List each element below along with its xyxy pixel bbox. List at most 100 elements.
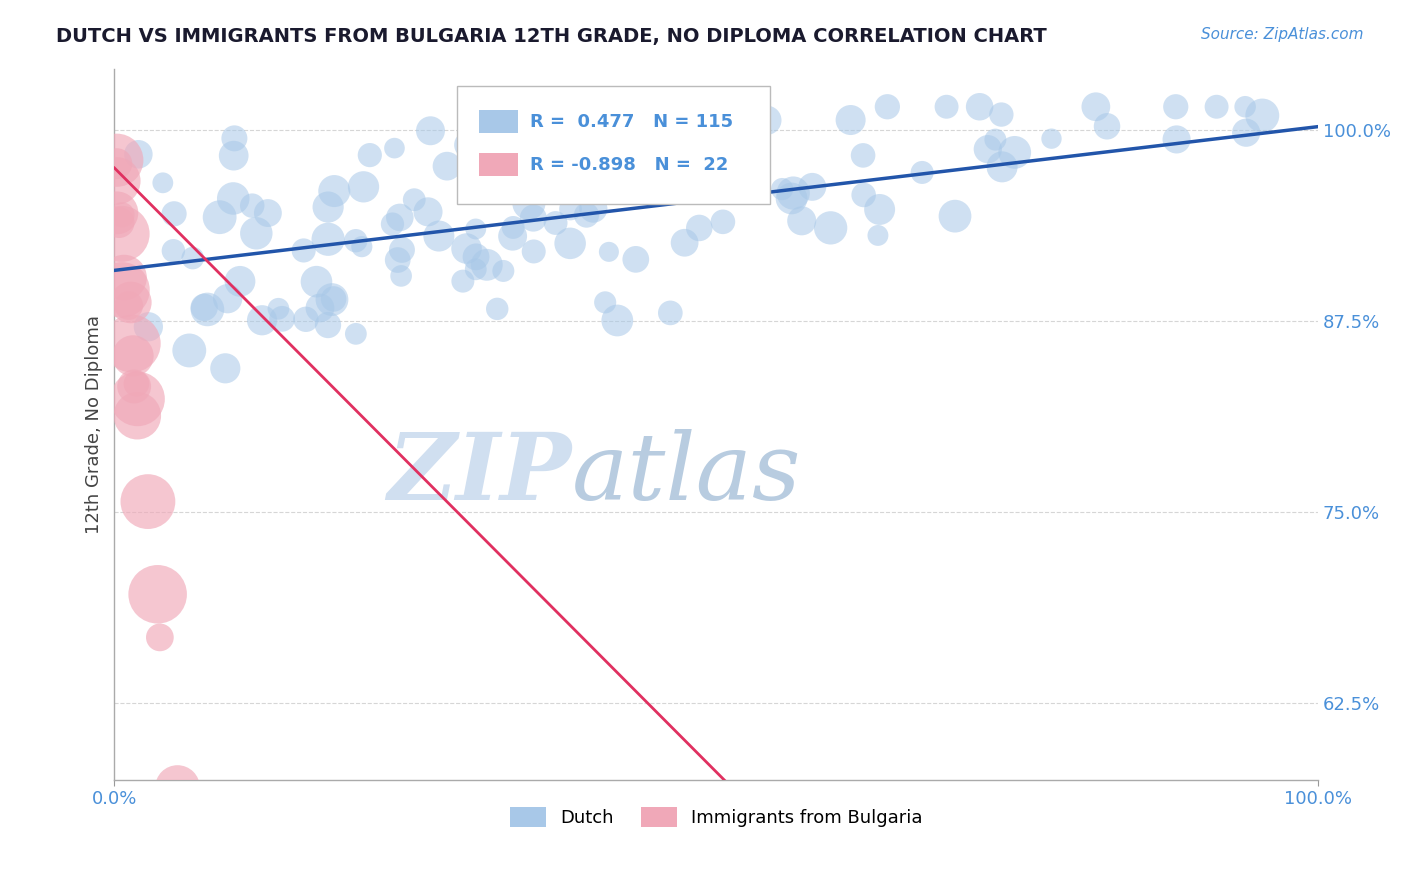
- Point: [149, 631, 172, 645]
- Point: [990, 107, 1012, 121]
- Point: [659, 306, 682, 320]
- Point: [387, 253, 409, 268]
- Point: [136, 494, 159, 508]
- Point: [969, 100, 991, 114]
- Point: [122, 349, 145, 363]
- Text: R =  0.477   N = 115: R = 0.477 N = 115: [530, 113, 733, 131]
- Y-axis label: 12th Grade, No Diploma: 12th Grade, No Diploma: [86, 315, 103, 533]
- Point: [295, 312, 318, 326]
- Point: [457, 137, 479, 152]
- Text: Source: ZipAtlas.com: Source: ZipAtlas.com: [1201, 27, 1364, 42]
- Point: [502, 220, 524, 235]
- Legend: Dutch, Immigrants from Bulgaria: Dutch, Immigrants from Bulgaria: [502, 799, 931, 835]
- Point: [560, 236, 582, 251]
- Point: [790, 214, 813, 228]
- Point: [943, 209, 966, 223]
- Point: [523, 244, 546, 259]
- Point: [217, 292, 239, 306]
- Point: [121, 336, 143, 351]
- Point: [666, 168, 689, 182]
- FancyBboxPatch shape: [479, 111, 517, 133]
- Point: [544, 216, 567, 230]
- Point: [267, 301, 290, 316]
- Point: [389, 268, 412, 283]
- Point: [163, 207, 186, 221]
- FancyBboxPatch shape: [479, 153, 517, 176]
- Point: [229, 274, 252, 288]
- Point: [1084, 100, 1107, 114]
- Point: [105, 153, 128, 168]
- Point: [977, 142, 1000, 156]
- Point: [316, 232, 339, 246]
- Point: [560, 202, 582, 216]
- Point: [250, 313, 273, 327]
- Point: [498, 177, 520, 191]
- Text: ZIP: ZIP: [388, 429, 572, 519]
- Point: [852, 188, 875, 202]
- Point: [222, 149, 245, 163]
- Point: [105, 174, 128, 188]
- Point: [575, 208, 598, 222]
- Point: [419, 124, 441, 138]
- Point: [1040, 131, 1063, 145]
- Point: [780, 191, 803, 205]
- Point: [197, 302, 219, 317]
- Point: [1004, 145, 1026, 160]
- Point: [1205, 100, 1227, 114]
- Point: [711, 811, 734, 825]
- Point: [991, 160, 1014, 174]
- Point: [475, 258, 498, 272]
- Point: [464, 222, 486, 236]
- Point: [257, 206, 280, 220]
- Point: [214, 361, 236, 376]
- Point: [118, 299, 141, 313]
- Point: [146, 587, 169, 601]
- Point: [316, 318, 339, 332]
- Point: [517, 196, 540, 211]
- Point: [1234, 126, 1257, 140]
- Point: [866, 228, 889, 243]
- Point: [770, 182, 793, 196]
- Point: [456, 242, 478, 256]
- Point: [305, 275, 328, 289]
- Point: [208, 210, 231, 224]
- Point: [322, 292, 344, 306]
- Point: [105, 206, 128, 220]
- Point: [598, 244, 620, 259]
- Point: [391, 243, 413, 257]
- Point: [127, 409, 149, 423]
- Point: [427, 229, 450, 244]
- Point: [152, 176, 174, 190]
- Point: [271, 311, 294, 326]
- Point: [321, 293, 343, 307]
- Point: [388, 211, 411, 225]
- Point: [607, 168, 630, 182]
- Point: [138, 319, 160, 334]
- Point: [614, 175, 637, 189]
- Text: DUTCH VS IMMIGRANTS FROM BULGARIA 12TH GRADE, NO DIPLOMA CORRELATION CHART: DUTCH VS IMMIGRANTS FROM BULGARIA 12TH G…: [56, 27, 1047, 45]
- Point: [688, 221, 710, 235]
- Point: [166, 780, 188, 795]
- Point: [222, 192, 245, 206]
- Point: [105, 157, 128, 171]
- Point: [477, 167, 499, 181]
- Point: [344, 234, 367, 248]
- Point: [245, 227, 267, 241]
- Point: [565, 170, 588, 185]
- Point: [108, 215, 131, 229]
- Point: [465, 250, 488, 264]
- Point: [110, 227, 132, 241]
- Point: [801, 179, 824, 194]
- Point: [852, 148, 875, 162]
- Point: [486, 112, 509, 126]
- Point: [839, 113, 862, 128]
- Point: [1234, 100, 1257, 114]
- Point: [1095, 120, 1118, 134]
- Point: [193, 301, 215, 315]
- Point: [782, 186, 804, 200]
- Point: [436, 159, 458, 173]
- Point: [492, 264, 515, 278]
- Text: atlas: atlas: [572, 429, 801, 519]
- Point: [720, 182, 742, 196]
- Point: [359, 148, 381, 162]
